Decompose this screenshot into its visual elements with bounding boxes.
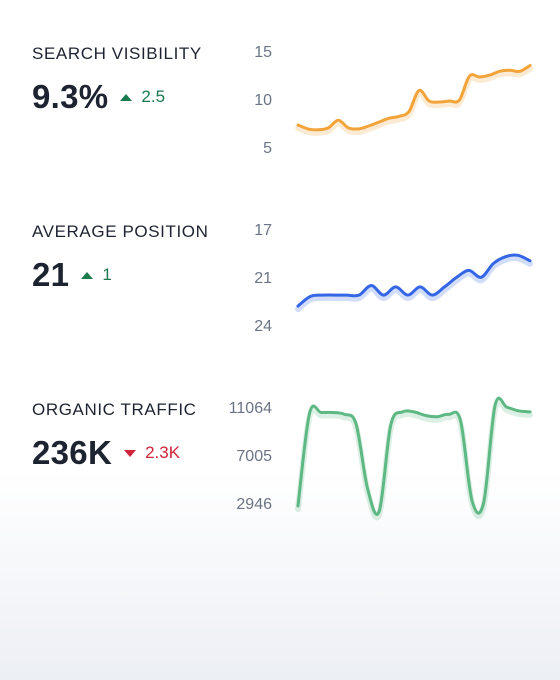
sparkline-shadow [295, 398, 533, 521]
y-tick-label: 21 [254, 270, 272, 287]
metric-value: 9.3% [32, 78, 109, 115]
y-axis-ticks: 15 10 5 [192, 32, 272, 182]
y-tick-label: 11064 [228, 400, 272, 417]
triangle-up-icon [120, 93, 133, 101]
y-tick-label: 5 [263, 140, 272, 157]
y-axis-ticks: 11064 7005 2946 [192, 388, 272, 538]
metric-delta: 2.5 [120, 87, 165, 107]
y-axis-ticks: 17 21 24 [192, 210, 272, 360]
metric-label: AVERAGE POSITION [32, 222, 209, 241]
y-tick-label: 10 [254, 92, 272, 109]
sparkline-line [296, 64, 532, 132]
sparkline-line [296, 396, 532, 516]
sparkline-line [296, 253, 532, 308]
y-tick-label: 17 [254, 222, 272, 239]
metric-search-visibility: SEARCH VISIBILITY 9.3% 2.5 15 10 5 [0, 32, 560, 182]
metric-delta-value: 2.5 [141, 87, 166, 106]
sparkline-organic-traffic [295, 396, 533, 521]
sparkline-shadow [295, 255, 533, 313]
metric-value: 21 [32, 256, 70, 293]
metric-label: ORGANIC TRAFFIC [32, 400, 197, 419]
sparkline-average-position [295, 253, 533, 313]
metric-delta: 2.3K [124, 443, 180, 463]
y-tick-label: 2946 [236, 496, 272, 513]
triangle-down-icon [124, 449, 137, 457]
metric-label: SEARCH VISIBILITY [32, 44, 202, 63]
y-tick-label: 7005 [236, 448, 272, 465]
metric-delta-value: 2.3K [145, 443, 181, 462]
sparkline-search-visibility [295, 64, 533, 136]
metric-organic-traffic: ORGANIC TRAFFIC 236K 2.3K 11064 7005 294… [0, 388, 560, 538]
metric-delta-value: 1 [102, 265, 112, 284]
y-tick-label: 24 [254, 318, 272, 335]
metric-average-position: AVERAGE POSITION 21 1 17 21 24 [0, 210, 560, 360]
triangle-up-icon [81, 271, 94, 279]
metric-value: 236K [32, 434, 113, 471]
metric-value-row: 9.3% 2.5 [32, 78, 165, 116]
y-tick-label: 15 [254, 44, 272, 61]
metric-delta: 1 [81, 265, 112, 285]
metric-value-row: 236K 2.3K [32, 434, 180, 472]
metric-value-row: 21 1 [32, 256, 112, 294]
